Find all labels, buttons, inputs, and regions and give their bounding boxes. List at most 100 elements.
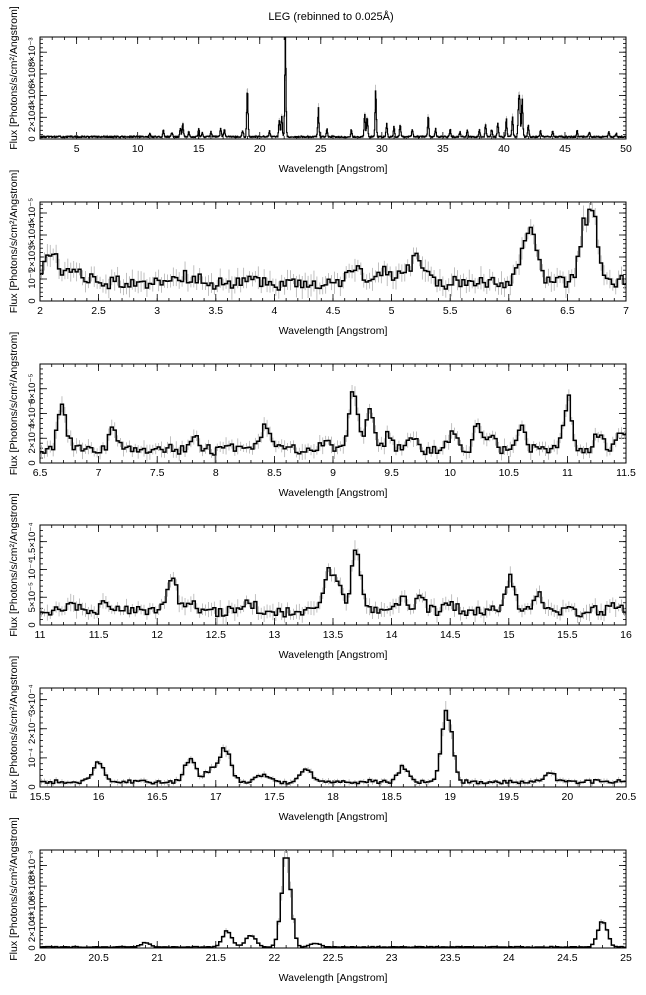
x-tick-label: 2.5 — [91, 305, 106, 317]
x-tick-label: 23 — [386, 952, 398, 964]
x-tick-label: 40 — [498, 143, 510, 155]
x-tick-label: 7.5 — [150, 467, 165, 479]
plot-frame — [39, 687, 627, 788]
x-axis-label: Wavelength [Angstrom] — [279, 487, 388, 499]
spectrum-plot — [40, 701, 626, 787]
x-tick-label: 11 — [35, 629, 46, 641]
y-tick-label: 3×10⁻⁵ — [27, 220, 38, 250]
flux-histogram — [40, 709, 626, 785]
x-tick-label: 17.5 — [264, 791, 285, 803]
x-tick-label: 16 — [93, 791, 105, 803]
panel-5: 15.5 16 16.5 17 17.5 18 18.5 19 19.5 20 20.5 0 10⁻⁴ 2… — [8, 656, 636, 823]
x-axis-label: Wavelength [Angstrom] — [279, 163, 388, 175]
x-tick-label: 8.5 — [267, 467, 282, 479]
y-tick-label: 6×10⁻⁵ — [27, 374, 38, 404]
x-tick-label: 15.5 — [557, 629, 578, 641]
panel-2: 2 2.5 3 3.5 4 4.5 5 5.5 6 6.5 7 0 10⁻⁵2×10⁻⁵3×10⁻⁵4×… — [8, 170, 629, 337]
x-tick-label: 6.5 — [560, 305, 575, 317]
x-axis-label: Wavelength [Angstrom] — [279, 972, 388, 984]
panel-6: 20 20.5 21 21.5 22 22.5 23 23.5 24 24.5 25 0 2×10⁻³4… — [8, 817, 632, 984]
panel-4: 11 11.5 12 12.5 13 13.5 14 14.5 15 15.5 16 0 5×10⁻⁵ 1… — [8, 493, 632, 661]
y-axis-label: Flux [Photons/s/cm²/Angstrom] — [8, 493, 20, 637]
y-tick-label: 1.5×10⁻⁴ — [27, 522, 38, 560]
x-tick-label: 22.5 — [323, 952, 344, 964]
y-tick-label: 2×10⁻⁴ — [27, 714, 38, 745]
x-tick-label: 11 — [562, 467, 573, 479]
x-tick-label: 7 — [96, 467, 102, 479]
spectrum-plot — [40, 37, 626, 139]
spectrum-plot — [40, 384, 626, 463]
panel-3: 6.5 7 7.5 8 8.5 9 9.5 10 10.5 11 11.5 0 2×10⁻⁵4×10⁻⁵… — [8, 332, 636, 499]
y-tick-label: 4×10⁻⁵ — [27, 198, 38, 228]
flux-histogram — [40, 208, 626, 291]
x-tick-label: 14.5 — [440, 629, 461, 641]
y-tick-label: 2×10⁻⁵ — [27, 242, 38, 272]
x-tick-label: 25 — [315, 143, 327, 155]
x-tick-label: 4.5 — [326, 305, 341, 317]
x-tick-label: 30 — [376, 143, 388, 155]
x-tick-label: 13.5 — [323, 629, 344, 641]
x-tick-label: 13 — [269, 629, 281, 641]
x-tick-label: 21 — [151, 952, 163, 964]
y-tick-label: 2×10⁻⁵ — [27, 423, 38, 453]
y-axis-label: Flux [Photons/s/cm²/Angstrom] — [8, 656, 20, 800]
y-axis-label: Flux [Photons/s/cm²/Angstrom] — [8, 332, 20, 476]
x-tick-label: 15 — [503, 629, 515, 641]
x-tick-label: 12.5 — [206, 629, 227, 641]
x-tick-label: 18.5 — [381, 791, 402, 803]
y-tick-label: 10⁻⁴ — [27, 748, 38, 768]
x-tick-label: 11.5 — [616, 467, 636, 479]
y-tick-label: 6×10⁻³ — [27, 871, 38, 901]
x-tick-label: 22 — [269, 952, 281, 964]
y-tick-label: 6×10⁻³ — [27, 59, 38, 89]
y-tick-label: 2×10⁻³ — [27, 103, 38, 133]
y-tick-label: 2×10⁻³ — [27, 913, 38, 943]
x-tick-label: 23.5 — [440, 952, 461, 964]
y-tick-label: 0 — [27, 784, 38, 789]
x-tick-label: 14 — [386, 629, 398, 641]
x-tick-label: 19.5 — [499, 791, 520, 803]
x-tick-label: 21.5 — [206, 952, 227, 964]
x-tick-label: 50 — [620, 143, 632, 155]
x-tick-label: 20 — [254, 143, 266, 155]
x-tick-label: 9 — [330, 467, 336, 479]
x-tick-label: 3 — [154, 305, 160, 317]
x-tick-label: 15 — [193, 143, 205, 155]
x-tick-label: 20 — [34, 952, 46, 964]
x-tick-label: 16.5 — [147, 791, 168, 803]
y-tick-label: 3×10⁻⁴ — [27, 684, 38, 715]
flux-histogram — [40, 549, 626, 618]
y-axis-label: Flux [Photons/s/cm²/Angstrom] — [8, 6, 20, 150]
x-tick-label: 12 — [151, 629, 163, 641]
x-tick-label: 20 — [562, 791, 574, 803]
x-tick-label: 25 — [620, 952, 632, 964]
x-axis-label: Wavelength [Angstrom] — [279, 325, 388, 337]
x-tick-label: 10 — [444, 467, 456, 479]
x-tick-label: 6 — [506, 305, 512, 317]
x-tick-label: 4 — [271, 305, 277, 317]
x-tick-label: 24.5 — [557, 952, 578, 964]
y-tick-label: 8×10⁻³ — [27, 37, 38, 67]
y-tick-label: 0 — [27, 136, 38, 141]
y-tick-label: 5×10⁻⁵ — [27, 582, 38, 612]
x-axis-label: Wavelength [Angstrom] — [279, 649, 388, 661]
y-tick-label: 4×10⁻³ — [27, 81, 38, 111]
x-tick-label: 24 — [503, 952, 515, 964]
x-tick-label: 16 — [620, 629, 632, 641]
x-tick-label: 9.5 — [384, 467, 399, 479]
y-axis-label: Flux [Photons/s/cm²/Angstrom] — [8, 817, 20, 961]
spectrum-plot — [40, 540, 626, 625]
y-tick-label: 4×10⁻³ — [27, 892, 38, 922]
x-tick-label: 6.5 — [33, 467, 48, 479]
x-tick-label: 11.5 — [89, 629, 109, 641]
x-tick-label: 2 — [37, 305, 43, 317]
flux-histogram — [40, 37, 626, 139]
x-tick-label: 10.5 — [499, 467, 520, 479]
y-tick-label: 0 — [27, 298, 38, 303]
x-tick-label: 7 — [623, 305, 629, 317]
spectrum-plot — [40, 202, 626, 300]
y-axis-label: Flux [Photons/s/cm²/Angstrom] — [8, 170, 20, 314]
x-tick-label: 45 — [559, 143, 571, 155]
y-tick-label: 0 — [27, 622, 38, 627]
